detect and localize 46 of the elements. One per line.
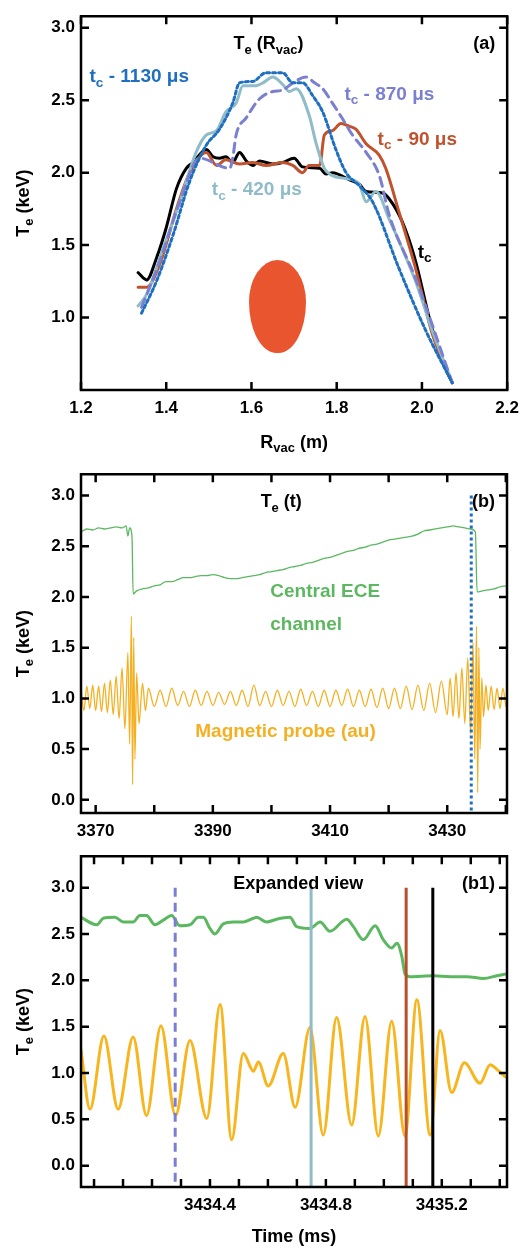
y-tick-label: 2.0 [51,586,75,606]
text: Expanded view [233,873,365,894]
y-tick-label: 1.0 [51,1062,75,1082]
y-tick-label: 2.0 [51,162,75,182]
x-tick-label: 3434.8 [299,1194,352,1214]
y-tick-label: 1.0 [51,688,75,708]
y-tick-label: 1.5 [51,234,75,254]
x-tick-label: 1.8 [324,397,349,417]
y-tick-label: 0.0 [51,1155,75,1175]
line-series [81,525,507,595]
x-tick-label: 3434.4 [183,1194,237,1214]
line-series [81,615,507,794]
line-series [81,914,507,981]
y-tick-label: 0.5 [51,738,75,758]
x-tick-label: 3390 [193,820,232,840]
y-tick-label: 0.0 [51,789,75,809]
x-tick-label: 2.0 [410,397,434,417]
x-tick-label: 1.4 [154,397,179,417]
x-tick-label: 3430 [428,820,467,840]
annotation: (a) [473,33,496,54]
y-tick-label: 2.0 [51,970,75,990]
annotation: (b) [472,491,496,512]
x-axis-title: Time (ms) [251,1225,337,1246]
x-tick-label: 1.2 [69,397,93,417]
y-tick-label: 1.5 [51,637,75,657]
y-tick-label: 1.5 [51,1016,75,1036]
x-tick-label: 1.6 [239,397,264,417]
series-label: Central ECE channel [270,580,381,635]
y-tick-label: 2.5 [51,89,75,109]
x-tick-label: 2.2 [495,397,519,417]
y-tick-label: 3.0 [51,877,75,897]
y-axis-title: Te (keV) [12,609,37,678]
x-tick-label: 3410 [311,820,349,840]
y-tick-label: 0.5 [51,1109,75,1129]
x-tick-label: 3370 [76,820,115,840]
y-tick-label: 3.0 [51,17,75,37]
series-label: Magnetic probe (au) [195,720,376,742]
y-tick-label: 1.0 [51,307,75,327]
y-axis-title: Te (keV) [12,987,37,1056]
y-tick-label: 2.5 [51,535,75,555]
y-tick-label: 3.0 [51,485,75,505]
line-series [81,998,507,1142]
x-tick-label: 3435.2 [415,1194,468,1214]
annotation: (b1) [462,873,496,894]
y-tick-label: 2.5 [51,923,75,943]
y-axis-title: Te (keV) [12,169,37,237]
